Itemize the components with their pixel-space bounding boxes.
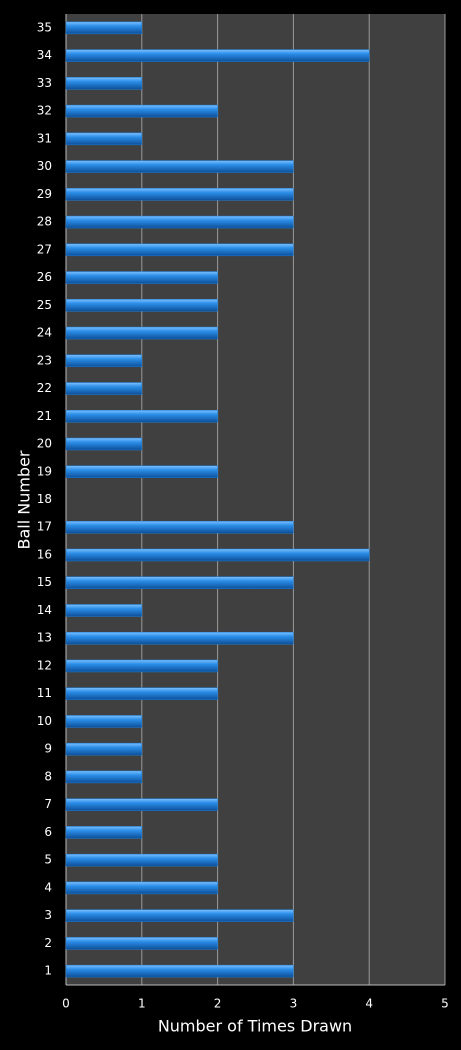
bar [65, 326, 218, 340]
y-tick-label: 24 [37, 326, 52, 340]
bar [65, 77, 143, 90]
bar [65, 299, 218, 312]
bar [65, 243, 294, 257]
y-tick-label: 33 [37, 76, 52, 90]
y-tick-label: 31 [37, 131, 52, 145]
bar [65, 188, 294, 201]
bar [65, 410, 218, 423]
y-tick-label: 23 [37, 353, 52, 367]
y-tick-label: 34 [37, 48, 52, 62]
plot-area [66, 14, 445, 985]
y-tick-label: 32 [37, 104, 52, 118]
bar [65, 659, 218, 673]
y-tick-label: 21 [37, 409, 52, 423]
y-tick-label: 15 [37, 575, 52, 589]
y-tick-label: 8 [44, 769, 52, 783]
bar [65, 271, 218, 284]
y-tick-label: 3 [44, 908, 52, 922]
x-tick-label: 4 [365, 997, 373, 1011]
x-axis-title: Number of Times Drawn [158, 1017, 352, 1036]
bar [65, 104, 218, 118]
y-tick-label: 4 [44, 880, 52, 894]
y-tick-label: 17 [37, 520, 52, 534]
y-tick-label: 9 [44, 742, 52, 756]
y-tick-label: 19 [37, 464, 52, 478]
x-tick-label: 3 [290, 997, 298, 1011]
y-tick-label: 6 [44, 825, 52, 839]
bar [65, 437, 143, 451]
y-tick-label: 29 [37, 187, 52, 201]
y-tick-label: 20 [37, 437, 52, 451]
bar [65, 21, 143, 35]
bar [65, 687, 218, 700]
y-tick-label: 12 [37, 658, 52, 672]
x-tick-label: 2 [214, 997, 222, 1011]
bar [65, 937, 218, 950]
bar [65, 49, 370, 62]
y-tick-label: 13 [37, 631, 52, 645]
bar [65, 631, 294, 645]
bar [65, 881, 218, 895]
bar [65, 964, 294, 978]
y-tick-label: 18 [37, 492, 52, 506]
bar [65, 798, 218, 811]
bar [65, 382, 143, 395]
bar [65, 909, 294, 922]
y-tick-label: 22 [37, 381, 52, 395]
bar [65, 465, 218, 479]
bar [65, 576, 294, 589]
y-tick-label: 7 [44, 797, 52, 811]
x-tick-label: 0 [62, 997, 70, 1011]
y-axis-title: Ball Number [15, 450, 34, 549]
y-tick-label: 2 [44, 936, 52, 950]
y-tick-label: 35 [37, 20, 52, 34]
bar [65, 132, 143, 146]
bar [65, 853, 218, 867]
y-tick-label: 26 [37, 270, 52, 284]
bar [65, 160, 294, 173]
y-tick-label: 14 [37, 603, 52, 617]
bar [65, 548, 370, 562]
y-tick-label: 10 [37, 714, 52, 728]
x-tick-label: 1 [138, 997, 146, 1011]
bar [65, 604, 143, 617]
y-tick-label: 1 [44, 964, 52, 978]
bar [65, 354, 143, 368]
y-tick-label: 16 [37, 547, 52, 561]
x-tick-label: 5 [441, 997, 449, 1011]
bar [65, 520, 294, 534]
y-tick-label: 11 [37, 686, 52, 700]
y-tick-label: 25 [37, 298, 52, 312]
bar [65, 215, 294, 229]
bar [65, 770, 143, 784]
y-tick-label: 28 [37, 215, 52, 229]
y-tick-label: 30 [37, 159, 52, 173]
y-tick-label: 5 [44, 853, 52, 867]
bar [65, 826, 143, 839]
y-tick-label: 27 [37, 242, 52, 256]
bar [65, 742, 143, 756]
bar [65, 715, 143, 728]
